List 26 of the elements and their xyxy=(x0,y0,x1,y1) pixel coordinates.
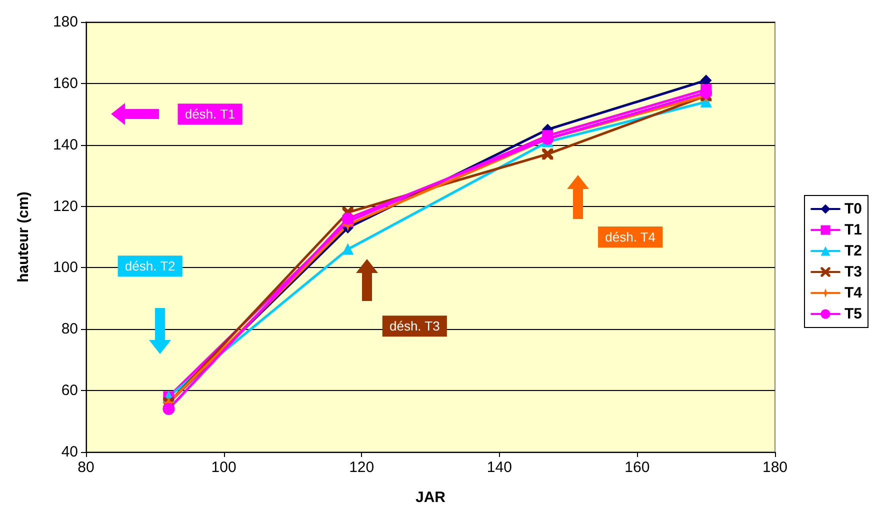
y-axis-title: hauteur (cm) xyxy=(15,192,32,282)
legend-label: T1 xyxy=(844,222,862,238)
y-tick-label: 80 xyxy=(61,320,78,338)
legend-label: T0 xyxy=(844,200,862,218)
annotation: désh. T2 xyxy=(124,258,176,274)
legend-label: T3 xyxy=(844,264,862,280)
x-tick-label: 80 xyxy=(78,459,94,476)
y-tick-label: 180 xyxy=(52,14,78,30)
legend-label: T4 xyxy=(844,284,863,302)
x-tick-label: 140 xyxy=(486,459,512,476)
x-tick-label: 120 xyxy=(349,459,374,476)
y-tick-label: 40 xyxy=(61,444,78,460)
annotation: désh. T1 xyxy=(184,106,236,122)
y-tick-label: 140 xyxy=(52,136,78,154)
y-tick-label: 120 xyxy=(52,198,78,215)
x-axis-title: JAR xyxy=(415,489,446,506)
y-tick-label: 100 xyxy=(52,259,78,276)
annotation: désh. T3 xyxy=(389,318,440,334)
annotation: désh. T4 xyxy=(605,230,656,244)
x-tick-label: 160 xyxy=(624,459,650,476)
legend-label: T2 xyxy=(844,242,862,260)
x-tick-label: 180 xyxy=(762,459,788,476)
y-tick-label: 160 xyxy=(52,74,78,92)
y-tick-label: 60 xyxy=(61,382,78,400)
legend-label: T5 xyxy=(844,306,862,322)
x-tick-label: 100 xyxy=(211,459,236,476)
